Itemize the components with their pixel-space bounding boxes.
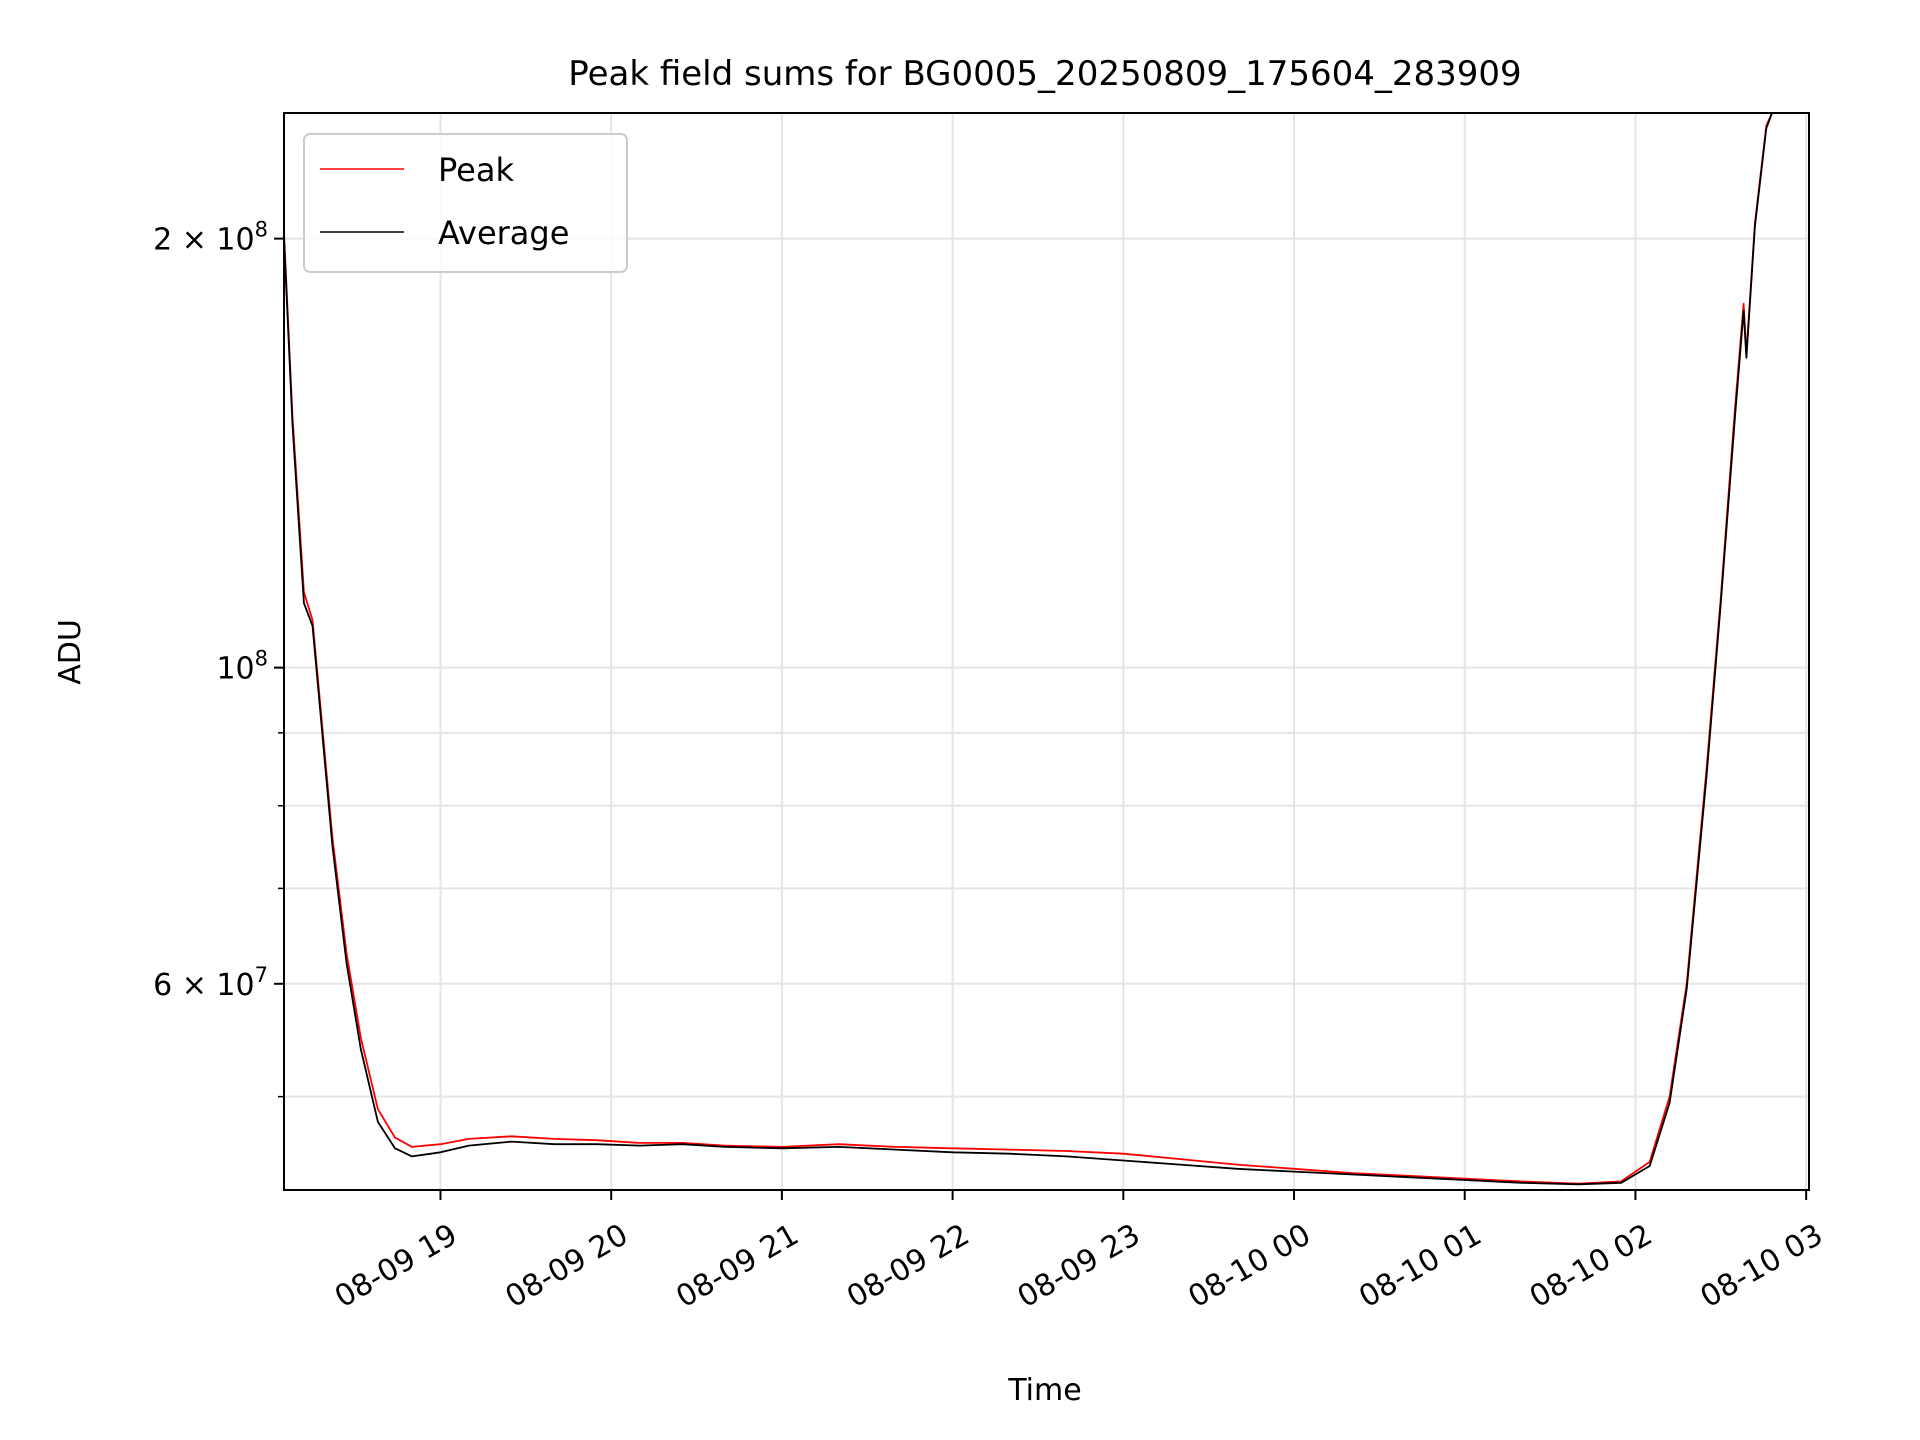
legend-label-peak: Peak (438, 151, 514, 189)
y-tick-label: 2 × 108 (153, 218, 268, 258)
x-axis-label: Time (1007, 1373, 1081, 1408)
series-line-average (283, 112, 1773, 1186)
legend: Peak Average (303, 133, 628, 273)
y-axis-ticks: 2 × 108 108 6 × 107 (153, 218, 284, 1098)
plot-area-frame (283, 112, 1810, 1191)
chart-title: Peak field sums for BG0005_20250809_1756… (568, 54, 1521, 94)
legend-label-average: Average (438, 214, 569, 252)
y-tick-label: 6 × 107 (153, 963, 268, 1003)
y-tick-label: 108 (216, 647, 268, 687)
grid-layer (284, 113, 1809, 1190)
y-axis-label: ADU (53, 619, 88, 685)
series-layer (283, 112, 1773, 1186)
